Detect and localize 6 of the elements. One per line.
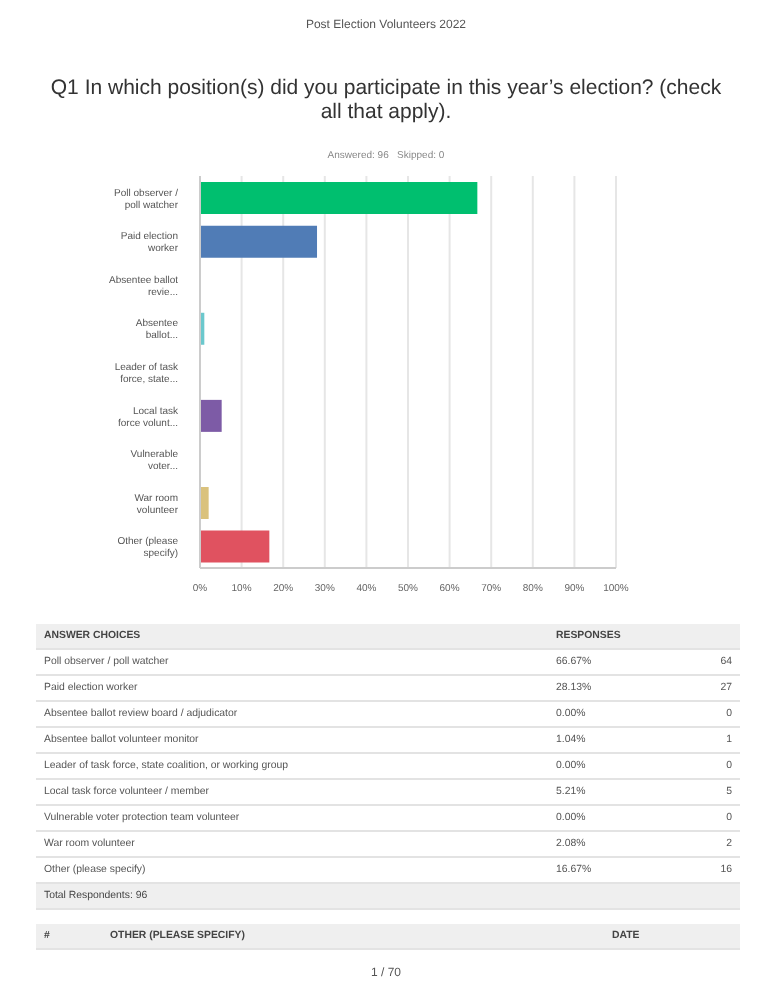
bar: [200, 486, 209, 519]
chart-title: Q1 In which position(s) did you participate in this year’s election? (check all that apply).: [48, 76, 724, 124]
bar: [200, 399, 222, 432]
bar: [200, 182, 478, 215]
bar: [200, 530, 270, 563]
bar: [200, 225, 318, 258]
